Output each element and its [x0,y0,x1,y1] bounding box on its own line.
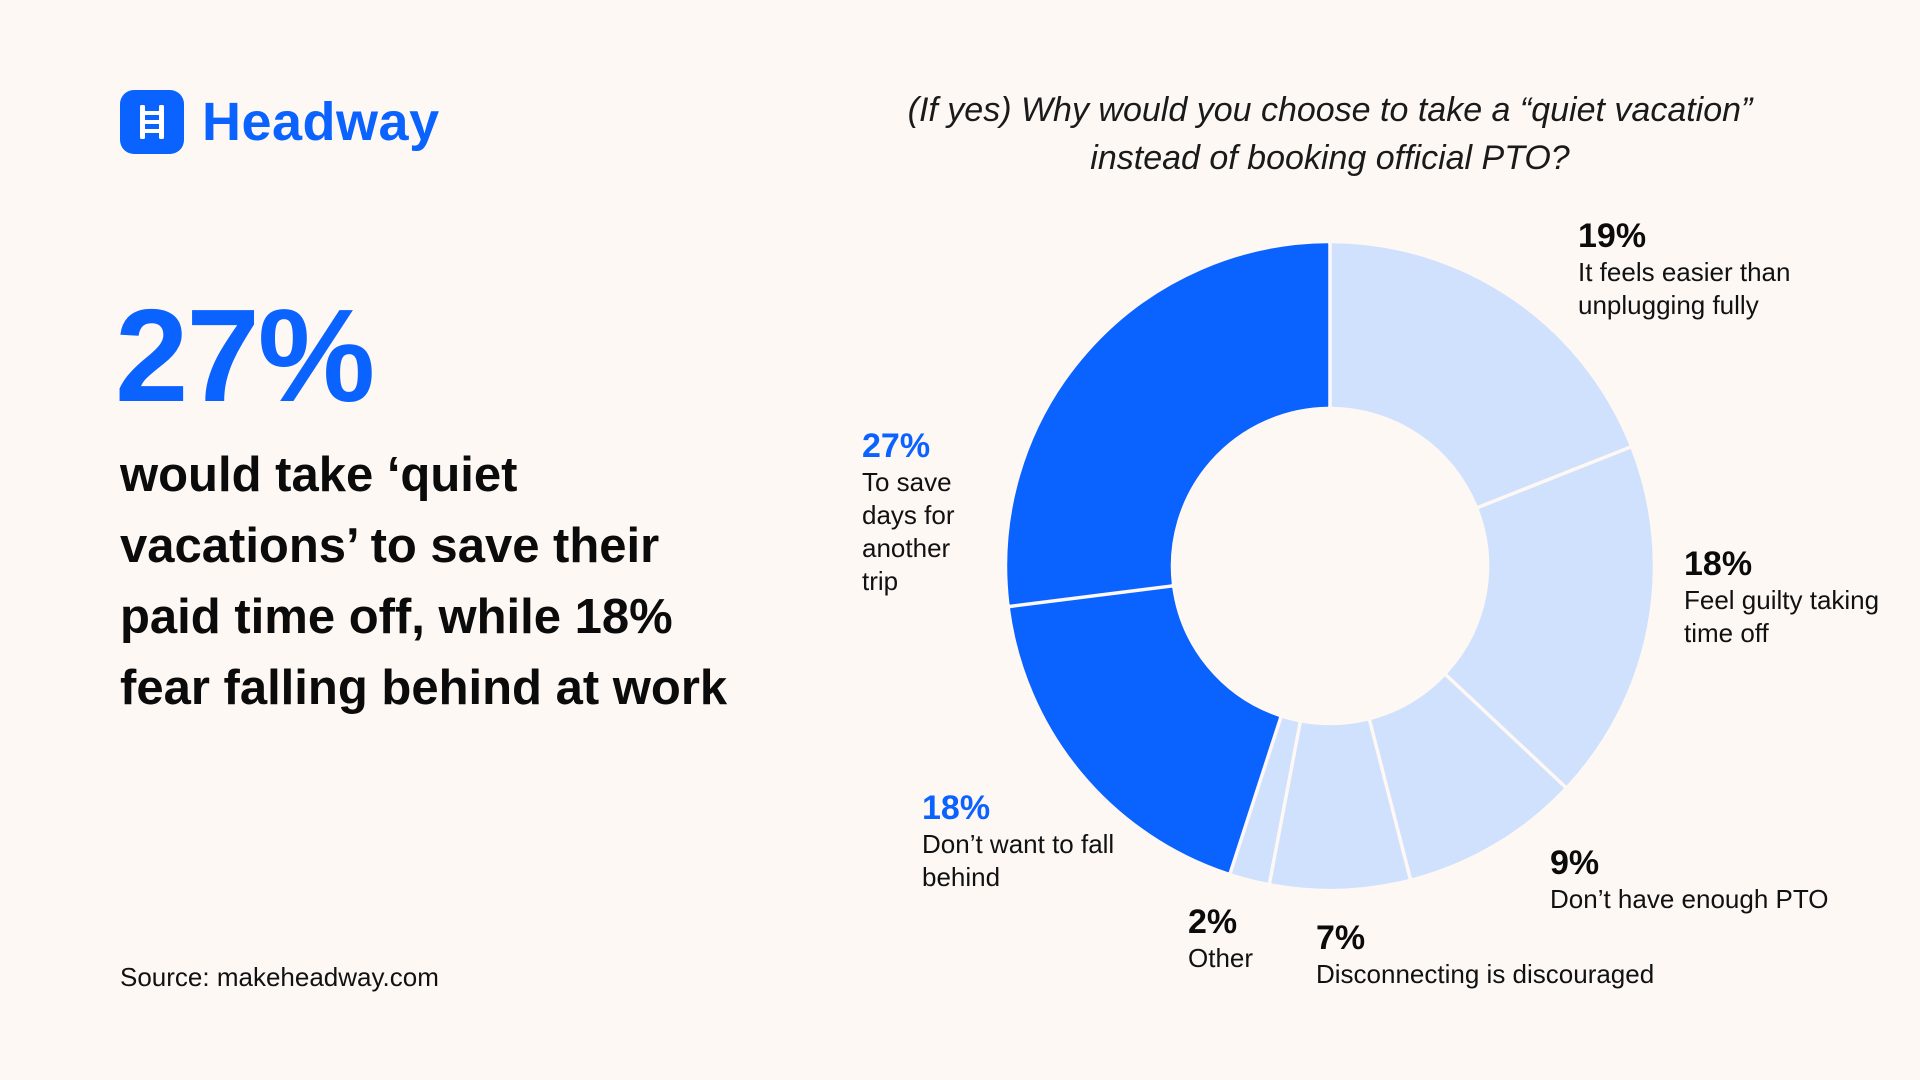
label-behind-text: Don’t want to fall behind [922,829,1115,892]
slice-behind [1010,587,1279,873]
slice-guilty [1447,449,1653,786]
chart-title: (If yes) Why would you choose to take a … [907,91,1753,177]
slice-save [1007,243,1329,605]
label-pto-percent: 9% [1550,844,1600,882]
label-other-percent: 2% [1188,903,1238,941]
slice-other [1232,718,1299,883]
ladder-icon [120,90,184,154]
label-save-text: To save days for another trip [862,467,955,596]
label-behind-percent: 18% [922,789,991,827]
label-save: 27% To save days for another trip [862,426,992,598]
label-guilty-text: Feel guilty taking time off [1684,585,1880,648]
label-easier-text: It feels easier than unplugging fully [1578,257,1791,320]
label-disconnect-text: Disconnecting is discouraged [1316,959,1655,989]
label-behind: 18% Don’t want to fall behind [922,788,1122,894]
label-other: 2% Other [1188,902,1298,975]
label-easier: 19% It feels easier than unplugging full… [1578,216,1878,322]
brand-name: Headway [202,92,440,152]
hero-headline: would take ‘quiet vacations’ to save the… [120,448,728,715]
label-easier-percent: 19% [1578,217,1647,255]
label-disconnect-percent: 7% [1316,919,1366,957]
slice-disconnect [1271,720,1409,889]
label-pto: 9% Don’t have enough PTO [1550,843,1890,916]
slice-pto [1371,676,1564,878]
slice-easier [1331,243,1630,506]
label-other-text: Other [1188,943,1254,973]
hero-stat: 27% [115,282,375,429]
label-guilty-percent: 18% [1684,545,1753,583]
label-guilty: 18% Feel guilty taking time off [1684,544,1894,650]
label-pto-text: Don’t have enough PTO [1550,884,1829,914]
label-save-percent: 27% [862,427,931,465]
brand-logo: Headway [120,90,440,154]
label-disconnect: 7% Disconnecting is discouraged [1316,918,1736,991]
source-credit: Source: makeheadway.com [120,962,439,992]
